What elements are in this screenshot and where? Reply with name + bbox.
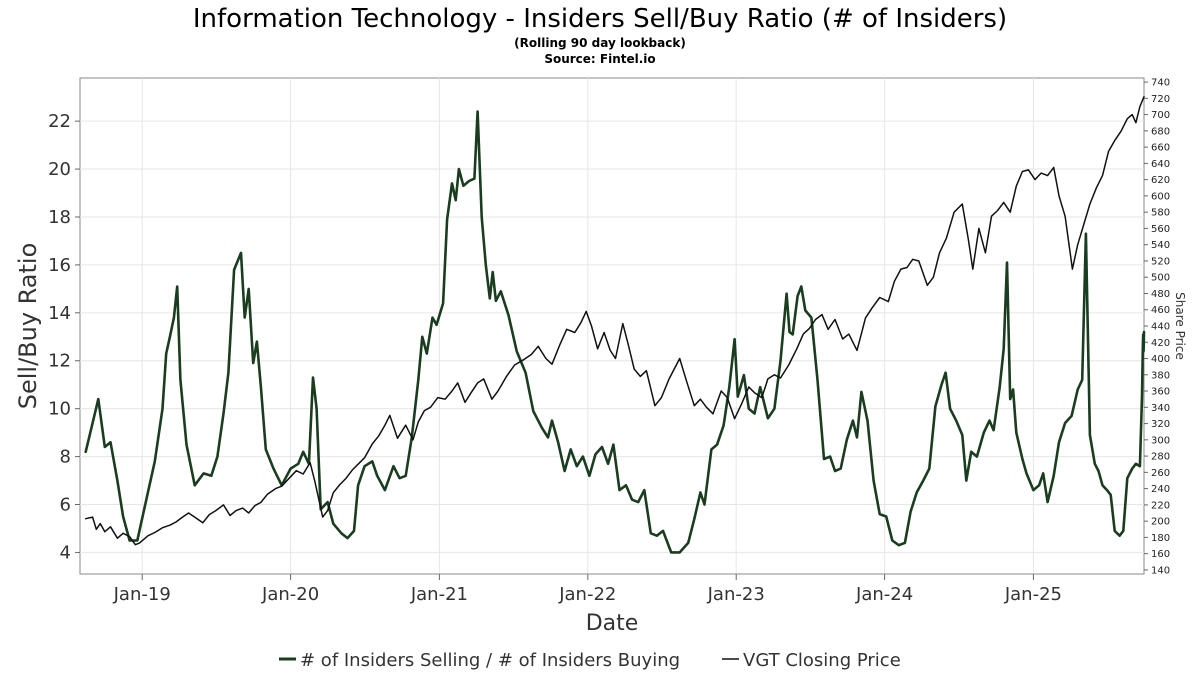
sell-buy-ratio-line xyxy=(84,110,1146,554)
x-tick-label: Jan-24 xyxy=(855,584,913,605)
axis-ticks: 4 6 8 10 12 14 16 18 20 22 Jan-19 Jan-20 Jan-21 Jan-2… xyxy=(48,78,1170,605)
y2-tick-label: 720 xyxy=(1151,94,1170,105)
y2-tick-label: 560 xyxy=(1151,224,1170,235)
y2-tick-label: 480 xyxy=(1151,289,1170,300)
y2-tick-label: 340 xyxy=(1151,403,1170,414)
x-axis-label: Date xyxy=(586,611,639,636)
y2-tick-label: 300 xyxy=(1151,435,1170,446)
y2-tick-label: 580 xyxy=(1151,208,1170,219)
x-tick-label: Jan-25 xyxy=(1004,584,1062,605)
grid-lines xyxy=(80,78,1144,574)
y2-tick-label: 540 xyxy=(1151,240,1170,251)
y-tick-label: 4 xyxy=(60,542,71,563)
y-tick-label: 22 xyxy=(48,111,71,132)
y2-tick-label: 660 xyxy=(1151,143,1170,154)
legend: # of Insiders Selling / # of Insiders Bu… xyxy=(279,650,901,671)
y-tick-label: 20 xyxy=(48,159,71,180)
y2-tick-label: 500 xyxy=(1151,273,1170,284)
y2-tick-label: 640 xyxy=(1151,159,1170,170)
y2-axis-label: Share Price xyxy=(1173,292,1187,360)
y2-tick-label: 700 xyxy=(1151,110,1170,121)
y2-tick-label: 280 xyxy=(1151,452,1170,463)
y2-tick-label: 180 xyxy=(1151,533,1170,544)
x-tick-label: Jan-20 xyxy=(261,584,319,605)
x-tick-label: Jan-21 xyxy=(410,584,468,605)
y-tick-label: 16 xyxy=(48,255,71,276)
vgt-closing-price-line xyxy=(84,95,1145,546)
legend-label-ratio: # of Insiders Selling / # of Insiders Bu… xyxy=(300,650,680,671)
x-tick-label: Jan-19 xyxy=(113,584,171,605)
y2-tick-label: 420 xyxy=(1151,338,1170,349)
y2-tick-label: 620 xyxy=(1151,175,1170,186)
y2-tick-label: 240 xyxy=(1151,484,1170,495)
x-tick-label: Jan-22 xyxy=(558,584,616,605)
plot-area xyxy=(79,77,1145,575)
y2-tick-label: 140 xyxy=(1151,565,1170,576)
y-tick-label: 14 xyxy=(48,303,71,324)
x-tick-label: Jan-23 xyxy=(707,584,765,605)
y2-tick-label: 160 xyxy=(1151,549,1170,560)
y2-tick-label: 260 xyxy=(1151,468,1170,479)
y2-tick-label: 440 xyxy=(1151,322,1170,333)
y2-tick-label: 460 xyxy=(1151,305,1170,316)
chart-title: Information Technology - Insiders Sell/B… xyxy=(193,4,1007,34)
legend-label-price: VGT Closing Price xyxy=(743,650,901,671)
y2-tick-label: 740 xyxy=(1151,78,1170,89)
y-tick-label: 6 xyxy=(60,495,71,516)
y2-tick-label: 520 xyxy=(1151,256,1170,267)
y2-tick-label: 360 xyxy=(1151,387,1170,398)
y-tick-label: 8 xyxy=(60,447,71,468)
y2-tick-label: 220 xyxy=(1151,500,1170,511)
y-tick-label: 18 xyxy=(48,207,71,228)
y-tick-label: 10 xyxy=(48,399,71,420)
chart-subtitle: (Rolling 90 day lookback) xyxy=(514,36,686,50)
y-tick-label: 12 xyxy=(48,351,71,372)
y2-tick-label: 380 xyxy=(1151,370,1170,381)
series-lines xyxy=(84,95,1146,554)
y2-tick-label: 320 xyxy=(1151,419,1170,430)
y-axis-label: Sell/Buy Ratio xyxy=(14,243,42,410)
y2-tick-label: 200 xyxy=(1151,517,1170,528)
y2-tick-label: 600 xyxy=(1151,191,1170,202)
y2-tick-label: 400 xyxy=(1151,354,1170,365)
chart-source: Source: Fintel.io xyxy=(544,52,655,66)
y2-tick-label: 680 xyxy=(1151,126,1170,137)
